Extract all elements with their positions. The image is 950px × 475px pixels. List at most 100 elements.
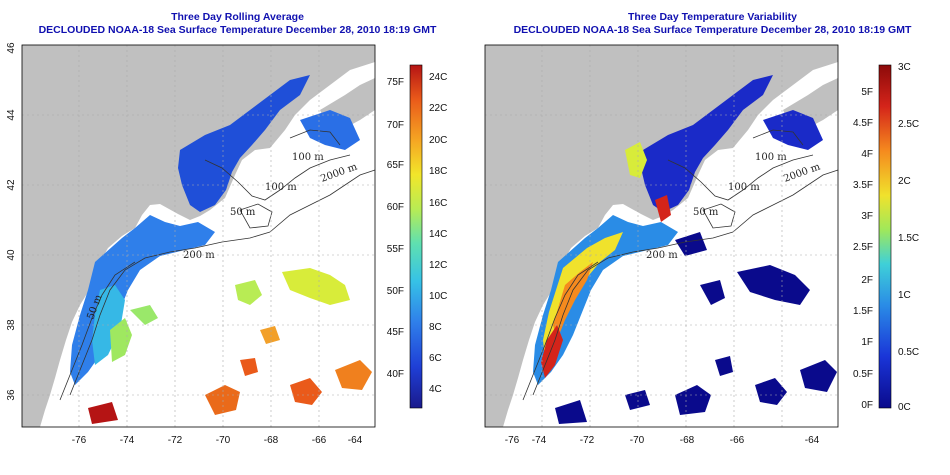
x-tick: -66 bbox=[730, 435, 745, 446]
cbar-left-label: 1F bbox=[861, 337, 873, 348]
cbar-right-label: 16C bbox=[429, 198, 447, 209]
contour-label-100m-b: 100 m bbox=[265, 182, 297, 193]
bathymetry-contours bbox=[522, 129, 839, 401]
contour-label-100m-b: 100 m bbox=[728, 182, 760, 193]
cbar-right-label: 12C bbox=[429, 260, 447, 271]
cbar-right-label: 14C bbox=[429, 229, 447, 240]
y-tick: 36 bbox=[6, 389, 17, 401]
sst-midshelf-green bbox=[110, 318, 132, 362]
cbar-right-label: 18C bbox=[429, 166, 447, 177]
y-axis: 46 44 42 40 38 36 bbox=[6, 42, 17, 401]
x-tick: -64 bbox=[348, 435, 363, 446]
var-coastal-band bbox=[533, 215, 678, 385]
cbar-right-label: 24C bbox=[429, 72, 447, 83]
cbar-right-label: 6C bbox=[429, 353, 442, 364]
variability-colorbar bbox=[878, 64, 892, 409]
y-tick: 44 bbox=[6, 109, 17, 121]
cbar-left-label: 55F bbox=[387, 244, 404, 255]
sst-scotian-shelf bbox=[300, 110, 360, 150]
colorbar-left-labels: 5F 4.5F 4F 3.5F 3F 2.5F 2F 1.5F 1F 0.5F … bbox=[853, 87, 873, 411]
contour-label-100m-a: 100 m bbox=[292, 152, 324, 163]
grid-lines bbox=[485, 45, 838, 427]
grid-lines bbox=[22, 45, 375, 427]
cbar-left-label: 45F bbox=[387, 327, 404, 338]
cbar-left-label: 60F bbox=[387, 202, 404, 213]
var-ridge-yellow bbox=[625, 142, 647, 178]
colorbar-right-labels: 24C 22C 20C 18C 16C 14C 12C 10C 8C 6C 4C bbox=[429, 72, 447, 395]
map-frame bbox=[21, 44, 376, 428]
contour-label-200m: 200 m bbox=[183, 250, 215, 261]
cbar-right-label: 4C bbox=[429, 384, 442, 395]
sst-warm-patch-3 bbox=[130, 305, 158, 325]
cbar-right-label: 8C bbox=[429, 322, 442, 333]
cbar-right-label: 10C bbox=[429, 291, 447, 302]
x-tick: -72 bbox=[580, 435, 595, 446]
map-temperature: 100 m 2000 m 100 m 50 m 200 m 50 m -76 -… bbox=[6, 42, 447, 446]
land-mass bbox=[22, 45, 375, 427]
x-axis: -76 -74 -72 -70 -68 -66 -64 bbox=[505, 435, 820, 446]
contour-label-100m-a: 100 m bbox=[755, 152, 787, 163]
x-tick: -76 bbox=[72, 435, 87, 446]
colorbar-left-labels: 75F 70F 65F 60F 55F 50F 45F 40F bbox=[387, 77, 404, 380]
contour-label-200m: 200 m bbox=[646, 250, 678, 261]
var-gulf-of-maine bbox=[641, 75, 773, 212]
cbar-left-label: 50F bbox=[387, 286, 404, 297]
cbar-right-label: 1C bbox=[898, 290, 911, 301]
cbar-left-label: 1.5F bbox=[853, 306, 873, 317]
bathymetry-contours bbox=[59, 129, 376, 401]
x-tick: -66 bbox=[312, 435, 327, 446]
sst-warm-patch-7 bbox=[240, 358, 258, 376]
panel-temperature: Three Day Rolling Average DECLOUDED NOAA… bbox=[6, 11, 447, 446]
contour-label-50m: 50 m bbox=[693, 207, 719, 218]
x-axis: -76 -74 -72 -70 -68 -66 -64 bbox=[72, 435, 363, 446]
cbar-left-label: 2.5F bbox=[853, 242, 873, 253]
map-variability: 100 m 2000 m 100 m 50 m 200 m -76 -74 -7… bbox=[484, 44, 919, 446]
sst-warm-patch-9 bbox=[260, 326, 280, 344]
cbar-left-label: 40F bbox=[387, 369, 404, 380]
sst-warm-patch-6 bbox=[335, 360, 372, 390]
sst-gulf-of-maine bbox=[178, 75, 310, 212]
y-tick: 42 bbox=[6, 179, 17, 191]
x-tick: -74 bbox=[120, 435, 135, 446]
x-tick: -74 bbox=[532, 435, 547, 446]
sst-warm-patch-1 bbox=[282, 268, 350, 305]
title-line-1: Three Day Rolling Average bbox=[171, 11, 304, 23]
var-coastal-hot bbox=[553, 262, 593, 340]
y-tick: 46 bbox=[6, 42, 17, 54]
x-tick: -64 bbox=[805, 435, 820, 446]
panel-variability: Three Day Temperature Variability DECLOU… bbox=[475, 0, 950, 475]
cbar-right-label: 0C bbox=[898, 402, 911, 413]
cbar-left-label: 5F bbox=[861, 87, 873, 98]
var-ridge-red bbox=[655, 195, 671, 222]
map-frame bbox=[484, 44, 839, 428]
title-line-2: DECLOUDED NOAA-18 Sea Surface Temperatur… bbox=[513, 24, 912, 36]
cbar-right-label: 1.5C bbox=[898, 233, 919, 244]
x-tick: -70 bbox=[630, 435, 645, 446]
title-line-1: Three Day Temperature Variability bbox=[627, 11, 798, 23]
cbar-left-label: 2F bbox=[861, 275, 873, 286]
x-tick: -68 bbox=[264, 435, 279, 446]
cbar-right-label: 0.5C bbox=[898, 347, 919, 358]
cbar-left-label: 0.5F bbox=[853, 369, 873, 380]
cbar-left-label: 65F bbox=[387, 160, 404, 171]
cbar-right-label: 22C bbox=[429, 103, 447, 114]
cbar-right-label: 2C bbox=[898, 176, 911, 187]
title-line-2: DECLOUDED NOAA-18 Sea Surface Temperatur… bbox=[38, 24, 437, 36]
land-mass bbox=[485, 45, 838, 427]
x-tick: -70 bbox=[216, 435, 231, 446]
colorbar-right-labels: 3C 2.5C 2C 1.5C 1C 0.5C 0C bbox=[898, 62, 919, 413]
cbar-left-label: 3F bbox=[861, 211, 873, 222]
sst-warm-patch-8 bbox=[88, 402, 118, 424]
cbar-right-label: 20C bbox=[429, 135, 447, 146]
cbar-left-label: 70F bbox=[387, 120, 404, 131]
cbar-left-label: 3.5F bbox=[853, 180, 873, 191]
x-tick: -68 bbox=[680, 435, 695, 446]
var-offshore-patches bbox=[555, 232, 837, 424]
cbar-left-label: 0F bbox=[861, 400, 873, 411]
temperature-colorbar bbox=[409, 64, 423, 409]
var-scotian-shelf bbox=[763, 110, 823, 150]
cbar-left-label: 75F bbox=[387, 77, 404, 88]
x-tick: -76 bbox=[505, 435, 520, 446]
contour-label-50m: 50 m bbox=[230, 207, 256, 218]
sst-warm-patch-2 bbox=[235, 280, 262, 305]
